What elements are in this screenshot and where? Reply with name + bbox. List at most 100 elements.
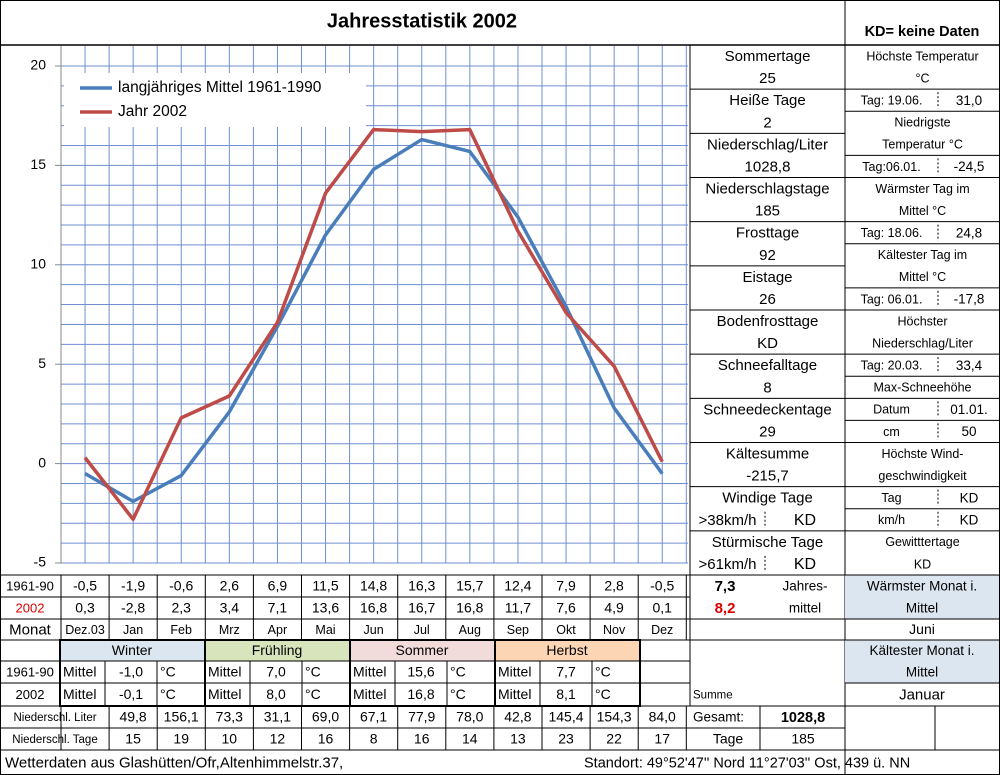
stat-text: Niederschlag/Liter [872,336,973,350]
precip-value: 156,1 [164,709,199,725]
y-tick-label: -5 [34,554,47,570]
stat-value: 33,4 [956,358,983,373]
unit: °C [160,664,176,680]
value-label: 0,1 [652,600,672,616]
season-box [494,639,641,707]
value-label: -0,6 [169,578,193,594]
stat-text: Niedrigste [894,116,950,130]
precip-value: 154,3 [597,709,632,725]
value-label: 14,8 [360,578,387,594]
value-label: -0,5 [650,578,674,594]
value-label: 7,9 [556,578,576,594]
precip-days: 19 [173,731,189,747]
value-label: 11,7 [505,600,531,616]
stat-text: Tag: 18.06. [861,226,923,240]
stat-text: Kältester Tag im [878,248,967,262]
unit: °C [305,664,321,680]
precip-value: 67,1 [360,709,387,725]
month-value: Januar [899,686,945,703]
stat-text: Datum [873,403,910,417]
value-label: -1,9 [121,578,145,594]
value-label: 7,1 [268,600,288,616]
precip-value: 31,1 [264,709,291,725]
x-tick-label: Jan [123,623,143,637]
stat-value: 24,8 [956,225,982,240]
annual-mean: 8,2 [715,600,736,617]
y-tick-label: 10 [30,256,46,272]
unit: °C [450,664,466,680]
month-label: Mittel [906,601,938,616]
stat-text: KD [914,557,931,571]
x-tick-label: Jun [364,623,384,637]
stat-text: 1028,8 [745,158,791,175]
stat-text: >38km/h [699,512,757,529]
stat-text: Heiße Tage [729,92,805,109]
season-mean: -1,0 [119,664,143,680]
season-name: Frühling [252,642,303,658]
x-tick-label: Apr [268,623,287,637]
precip-days: 22 [606,731,622,747]
precip-value: 49,8 [119,709,146,725]
row-label: 2002 [16,687,45,702]
x-tick-label: Nov [603,623,626,637]
stat-text: Kältesumme [726,446,809,463]
value-label: 16,8 [360,600,387,616]
precip-days: 12 [270,731,286,747]
series-line [84,137,664,504]
season-mean: 8,1 [556,686,576,702]
mean-label: Mittel [208,686,241,702]
mean-label: Mittel [353,686,386,702]
precip-days: 23 [558,731,574,747]
value-label: 2,3 [171,600,191,616]
y-tick-label: 5 [38,355,46,371]
stat-text: Stürmische Tage [712,534,823,551]
legend-label: langjähriges Mittel 1961-1990 [118,79,322,96]
precip-value: 78,0 [456,709,483,725]
stat-value: -24,5 [954,159,985,174]
stat-value: KD [960,512,979,527]
mean-label: Mittel [353,664,386,680]
season-header [350,640,495,661]
season-header [205,640,350,661]
annual-label: mittel [789,601,821,616]
stat-text: 8 [763,379,771,396]
x-tick-label: Sep [507,623,529,637]
precip-days: 13 [510,731,526,747]
value-label: 16,3 [408,578,435,594]
stat-text: Niederschlagstage [705,181,829,198]
stat-text: >61km/h [699,556,757,573]
value-label: 15,7 [456,578,483,594]
stat-text: Höchste Temperatur [866,49,978,63]
stat-value: KD [794,556,816,573]
unit: °C [305,686,321,702]
mean-label: Mittel [63,686,96,702]
row-label: Monat [9,621,52,638]
precip-value: 84,0 [649,709,676,725]
precip-days: 15 [125,731,141,747]
y-tick-label: 0 [38,454,46,470]
precip-days: 17 [654,731,670,747]
season-name: Winter [112,642,153,658]
stat-text: Sommertage [725,48,811,65]
x-tick-label: Dez.03 [65,623,105,637]
stat-value: -17,8 [954,292,985,307]
value-label: 11,5 [312,578,338,594]
x-tick-label: Dez [651,623,673,637]
stat-text: Tag: 06.01. [861,292,923,306]
stat-text: Niederschlag/Liter [707,136,828,153]
stat-text: Windige Tage [722,490,813,507]
precip-days: 14 [462,731,478,747]
y-tick-label: 20 [30,57,46,73]
precip-value: 69,0 [312,709,339,725]
mean-label: Mittel [498,664,531,680]
stat-value: 50 [961,424,976,439]
value-label: 13,6 [312,600,339,616]
total-value: 185 [791,731,815,747]
stat-text: Wärmster Tag im [875,182,969,196]
sum-label: Summe [693,690,733,702]
value-label: 7,6 [556,600,576,616]
stat-text: Frosttage [736,225,799,242]
stat-text: 185 [755,203,780,220]
unit: °C [160,686,176,702]
